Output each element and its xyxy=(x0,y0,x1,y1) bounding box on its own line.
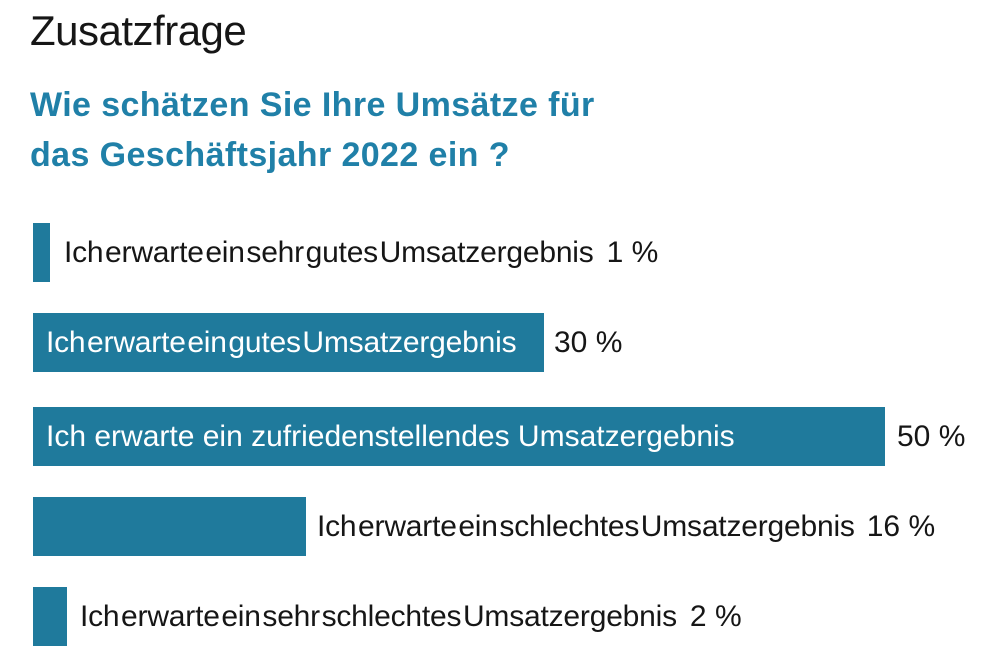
chart-question-line2: das Geschäftsjahr 2022 ein ? xyxy=(30,136,510,174)
bar-label-good: Ich erwarte ein gutes Umsatzergebnis xyxy=(46,325,517,359)
bar-label-very-bad: Ich erwarte ein sehr schlechtes Umsatzer… xyxy=(80,599,677,633)
value-label-satisfactory: 50 % xyxy=(897,419,966,453)
chart-question-line1: Wie schätzen Sie Ihre Umsätze für xyxy=(30,86,595,124)
chart-question: Wie schätzen Sie Ihre Umsätze für das Ge… xyxy=(30,80,595,180)
bar-row-very-bad: Ich erwarte ein sehr schlechtes Umsatzer… xyxy=(33,587,742,646)
value-label-good: 30 % xyxy=(554,325,623,359)
value-label-very-good: 1 % xyxy=(606,235,659,269)
bar-row-satisfactory: Ich erwarte ein zufriedenstellendes Umsa… xyxy=(33,407,965,466)
bar-bad xyxy=(33,497,306,556)
bar-label-satisfactory: Ich erwarte ein zufriedenstellendes Umsa… xyxy=(46,419,735,453)
bar-row-very-good: Ich erwarte ein sehr gutes Umsatzergebni… xyxy=(33,223,658,282)
bar-label-bad: Ich erwarte ein schlechtes Umsatzergebni… xyxy=(317,509,855,543)
bar-label-very-good: Ich erwarte ein sehr gutes Umsatzergebni… xyxy=(64,235,594,269)
bar-very-good xyxy=(33,223,50,282)
bar-row-good: Ich erwarte ein gutes Umsatzergebnis 30 … xyxy=(33,313,622,372)
bar-very-bad xyxy=(33,587,67,646)
page-title: Zusatzfrage xyxy=(30,7,247,54)
bar-good: Ich erwarte ein gutes Umsatzergebnis xyxy=(33,313,544,372)
bar-satisfactory: Ich erwarte ein zufriedenstellendes Umsa… xyxy=(33,407,885,466)
bar-row-bad: Ich erwarte ein schlechtes Umsatzergebni… xyxy=(33,497,935,556)
value-label-bad: 16 % xyxy=(866,509,936,543)
value-label-very-bad: 2 % xyxy=(689,599,742,633)
